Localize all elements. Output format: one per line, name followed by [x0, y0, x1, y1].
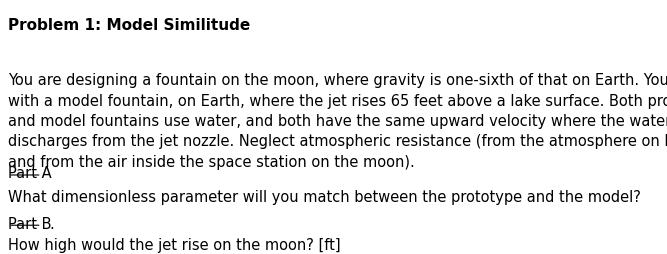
Text: Problem 1: Model Similitude: Problem 1: Model Similitude [8, 18, 251, 33]
Text: You are designing a fountain on the moon, where gravity is one-sixth of that on : You are designing a fountain on the moon… [8, 73, 667, 169]
Text: Part B: Part B [8, 216, 52, 231]
Text: What dimensionless parameter will you match between the prototype and the model?: What dimensionless parameter will you ma… [8, 189, 641, 204]
Text: .: . [49, 216, 54, 231]
Text: Part A: Part A [8, 166, 52, 181]
Text: How high would the jet rise on the moon? [ft]: How high would the jet rise on the moon?… [8, 237, 341, 252]
